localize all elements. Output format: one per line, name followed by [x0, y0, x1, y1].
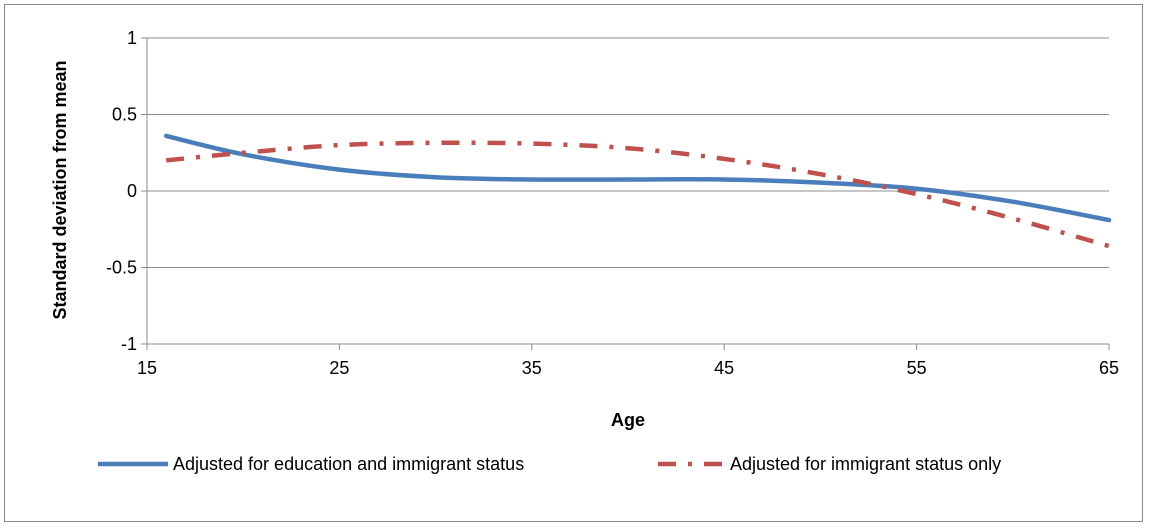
x-tick-label: 65 — [1099, 358, 1119, 378]
y-tick-label: 0.5 — [112, 105, 137, 125]
gridlines — [147, 37, 1109, 268]
y-tick-label: -0.5 — [106, 258, 137, 278]
y-axis-title: Standard deviation from mean — [50, 60, 70, 319]
chart-area — [4, 4, 1143, 522]
legend-label-education-immigrant: Adjusted for education and immigrant sta… — [173, 454, 524, 474]
x-tick-label: 45 — [714, 358, 734, 378]
x-axis-title: Age — [611, 410, 645, 430]
y-tick-labels: 1 0.5 0 -0.5 -1 — [106, 28, 147, 354]
series-line-immigrant-only — [165, 140, 1110, 249]
y-tick-label: 0 — [127, 181, 137, 201]
series-lines — [163, 133, 1112, 249]
x-tick-label: 15 — [137, 358, 157, 378]
x-tick-label: 25 — [329, 358, 349, 378]
x-tick-label: 55 — [907, 358, 927, 378]
legend-label-immigrant-only: Adjusted for immigrant status only — [730, 454, 1001, 474]
y-tick-label: -1 — [121, 334, 137, 354]
x-tick-label: 35 — [522, 358, 542, 378]
y-tick-label: 1 — [127, 28, 137, 48]
legend: Adjusted for education and immigrant sta… — [98, 454, 1001, 474]
series-line-education-immigrant — [163, 133, 1112, 223]
x-tick-labels: 15 25 35 45 55 65 — [137, 344, 1119, 378]
